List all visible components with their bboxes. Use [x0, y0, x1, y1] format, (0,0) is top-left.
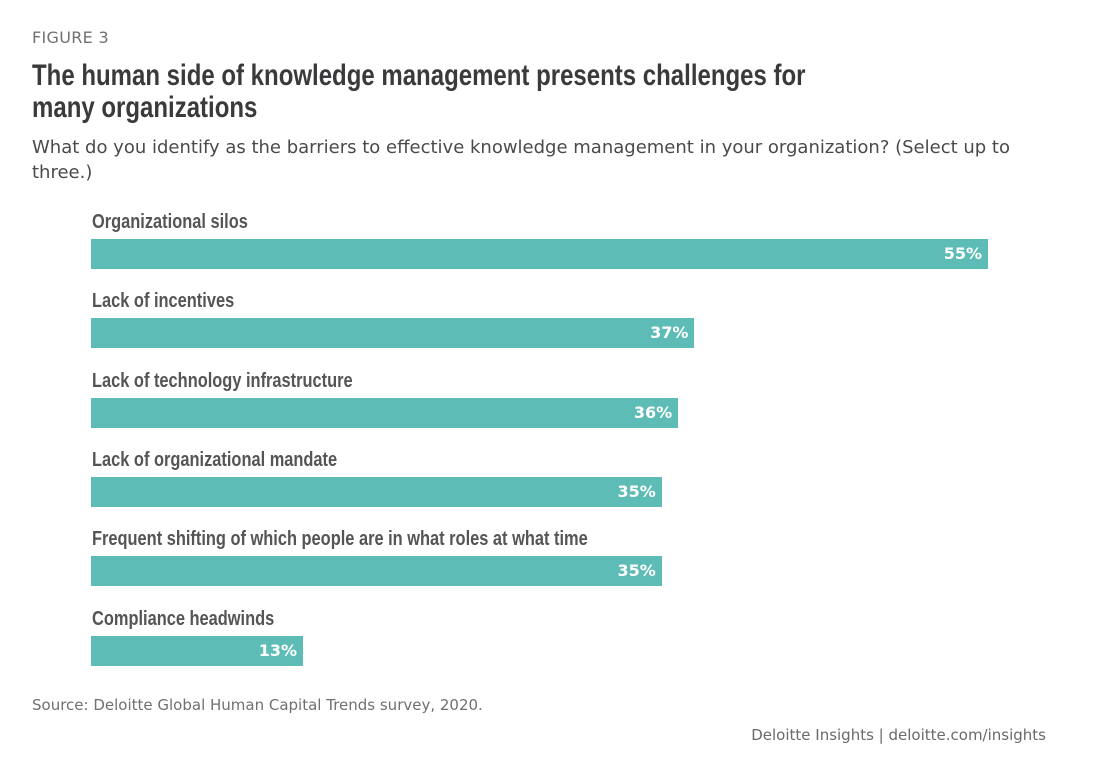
source-note: Source: Deloitte Global Human Capital Tr…: [32, 696, 483, 714]
category-label: Lack of incentives: [92, 290, 235, 313]
bar: 37%: [91, 318, 695, 349]
bar: 36%: [91, 397, 679, 428]
chart-title: The human side of knowledge management p…: [32, 59, 806, 124]
footer-credit: Deloitte Insights | deloitte.com/insight…: [751, 726, 1046, 744]
data-label: 55%: [943, 244, 982, 263]
data-label: 35%: [617, 561, 656, 581]
category-label: Lack of technology infrastructure: [92, 369, 353, 392]
category-label: Lack of organizational mandate: [92, 448, 338, 471]
data-label: 35%: [617, 481, 656, 501]
figure-label: FIGURE 3: [32, 28, 109, 47]
data-label: 13%: [258, 640, 298, 660]
category-label: Frequent shifting of which people are in…: [92, 528, 588, 551]
bar: 13%: [91, 635, 304, 666]
bar: 35%: [91, 476, 662, 507]
data-label: 36%: [633, 402, 673, 422]
data-label: 37%: [650, 323, 689, 343]
category-label: Compliance headwinds: [92, 607, 275, 630]
category-label: Organizational silos: [92, 211, 248, 233]
chart-subtitle: What do you identify as the barriers to …: [32, 137, 1010, 183]
bar: 35%: [91, 556, 662, 587]
bar: 55%: [91, 239, 988, 269]
